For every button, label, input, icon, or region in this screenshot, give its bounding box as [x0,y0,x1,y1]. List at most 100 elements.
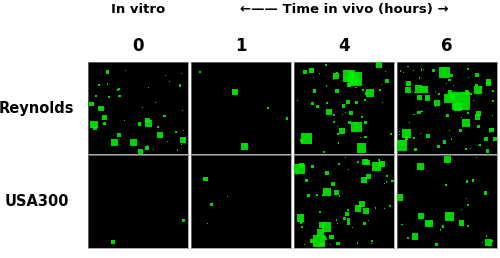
Point [420,63,428,67]
Point [435,66,443,70]
Point [304,194,312,198]
Point [476,143,484,147]
Point [144,146,152,150]
Point [376,87,384,92]
Point [434,92,442,96]
Point [341,76,349,80]
Point [332,191,340,195]
Point [358,115,366,119]
Point [446,128,454,132]
Point [325,110,333,114]
Point [342,110,350,115]
Point [296,216,304,220]
Point [446,78,454,82]
Point [298,139,306,143]
Point [135,121,143,125]
Point [362,98,370,102]
Point [477,85,485,89]
Point [418,66,426,70]
Point [456,65,464,69]
Point [358,143,366,147]
Point [240,144,248,149]
Point [332,89,340,93]
Point [404,236,411,240]
Point [402,136,410,140]
Point [308,165,316,169]
Point [327,235,335,239]
Point [440,122,448,126]
Point [338,112,346,116]
Point [298,220,306,224]
Point [340,104,347,108]
Point [208,202,216,206]
Point [179,128,187,132]
Point [402,132,410,136]
Point [326,143,334,147]
Point [353,122,361,126]
Text: USA300: USA300 [4,194,69,209]
Point [444,113,452,117]
Point [418,68,426,72]
Point [420,88,428,92]
Point [416,162,424,166]
Point [467,92,475,96]
Point [177,72,185,76]
Point [386,204,394,208]
Point [156,133,164,137]
Point [482,137,490,141]
Point [351,102,359,106]
Point [114,144,122,148]
Point [457,99,465,103]
Point [442,183,450,187]
Point [442,112,450,116]
Point [322,225,330,229]
Point [423,96,431,100]
Point [429,100,437,104]
Point [488,238,496,243]
Point [224,194,232,198]
Point [429,68,437,72]
Point [303,136,311,140]
Point [380,207,388,211]
Point [307,68,315,72]
Point [264,106,272,110]
Point [302,216,310,220]
Point [488,114,496,118]
Point [416,76,424,80]
Point [348,81,356,85]
Point [489,89,497,93]
Point [315,239,323,243]
Point [150,148,158,152]
Point [489,99,497,103]
Point [304,142,312,146]
Point [433,101,441,105]
Point [324,228,332,232]
Point [362,143,370,147]
Point [440,118,448,122]
Point [456,129,464,133]
Point [294,99,302,103]
Point [484,80,492,84]
Point [350,68,358,72]
Point [414,87,422,91]
Point [411,147,419,151]
Point [463,180,471,184]
Point [373,139,381,143]
Point [144,143,152,148]
Point [458,115,466,119]
Point [424,96,432,100]
Point [440,140,448,144]
Point [100,116,108,120]
Point [484,149,492,153]
Point [330,120,338,124]
Point [450,84,458,88]
Point [115,87,123,91]
Point [432,104,440,109]
Point [464,224,472,228]
Point [464,111,472,116]
Point [480,161,488,165]
Point [344,221,352,225]
Point [476,78,484,82]
Point [102,86,110,90]
Point [386,137,394,141]
